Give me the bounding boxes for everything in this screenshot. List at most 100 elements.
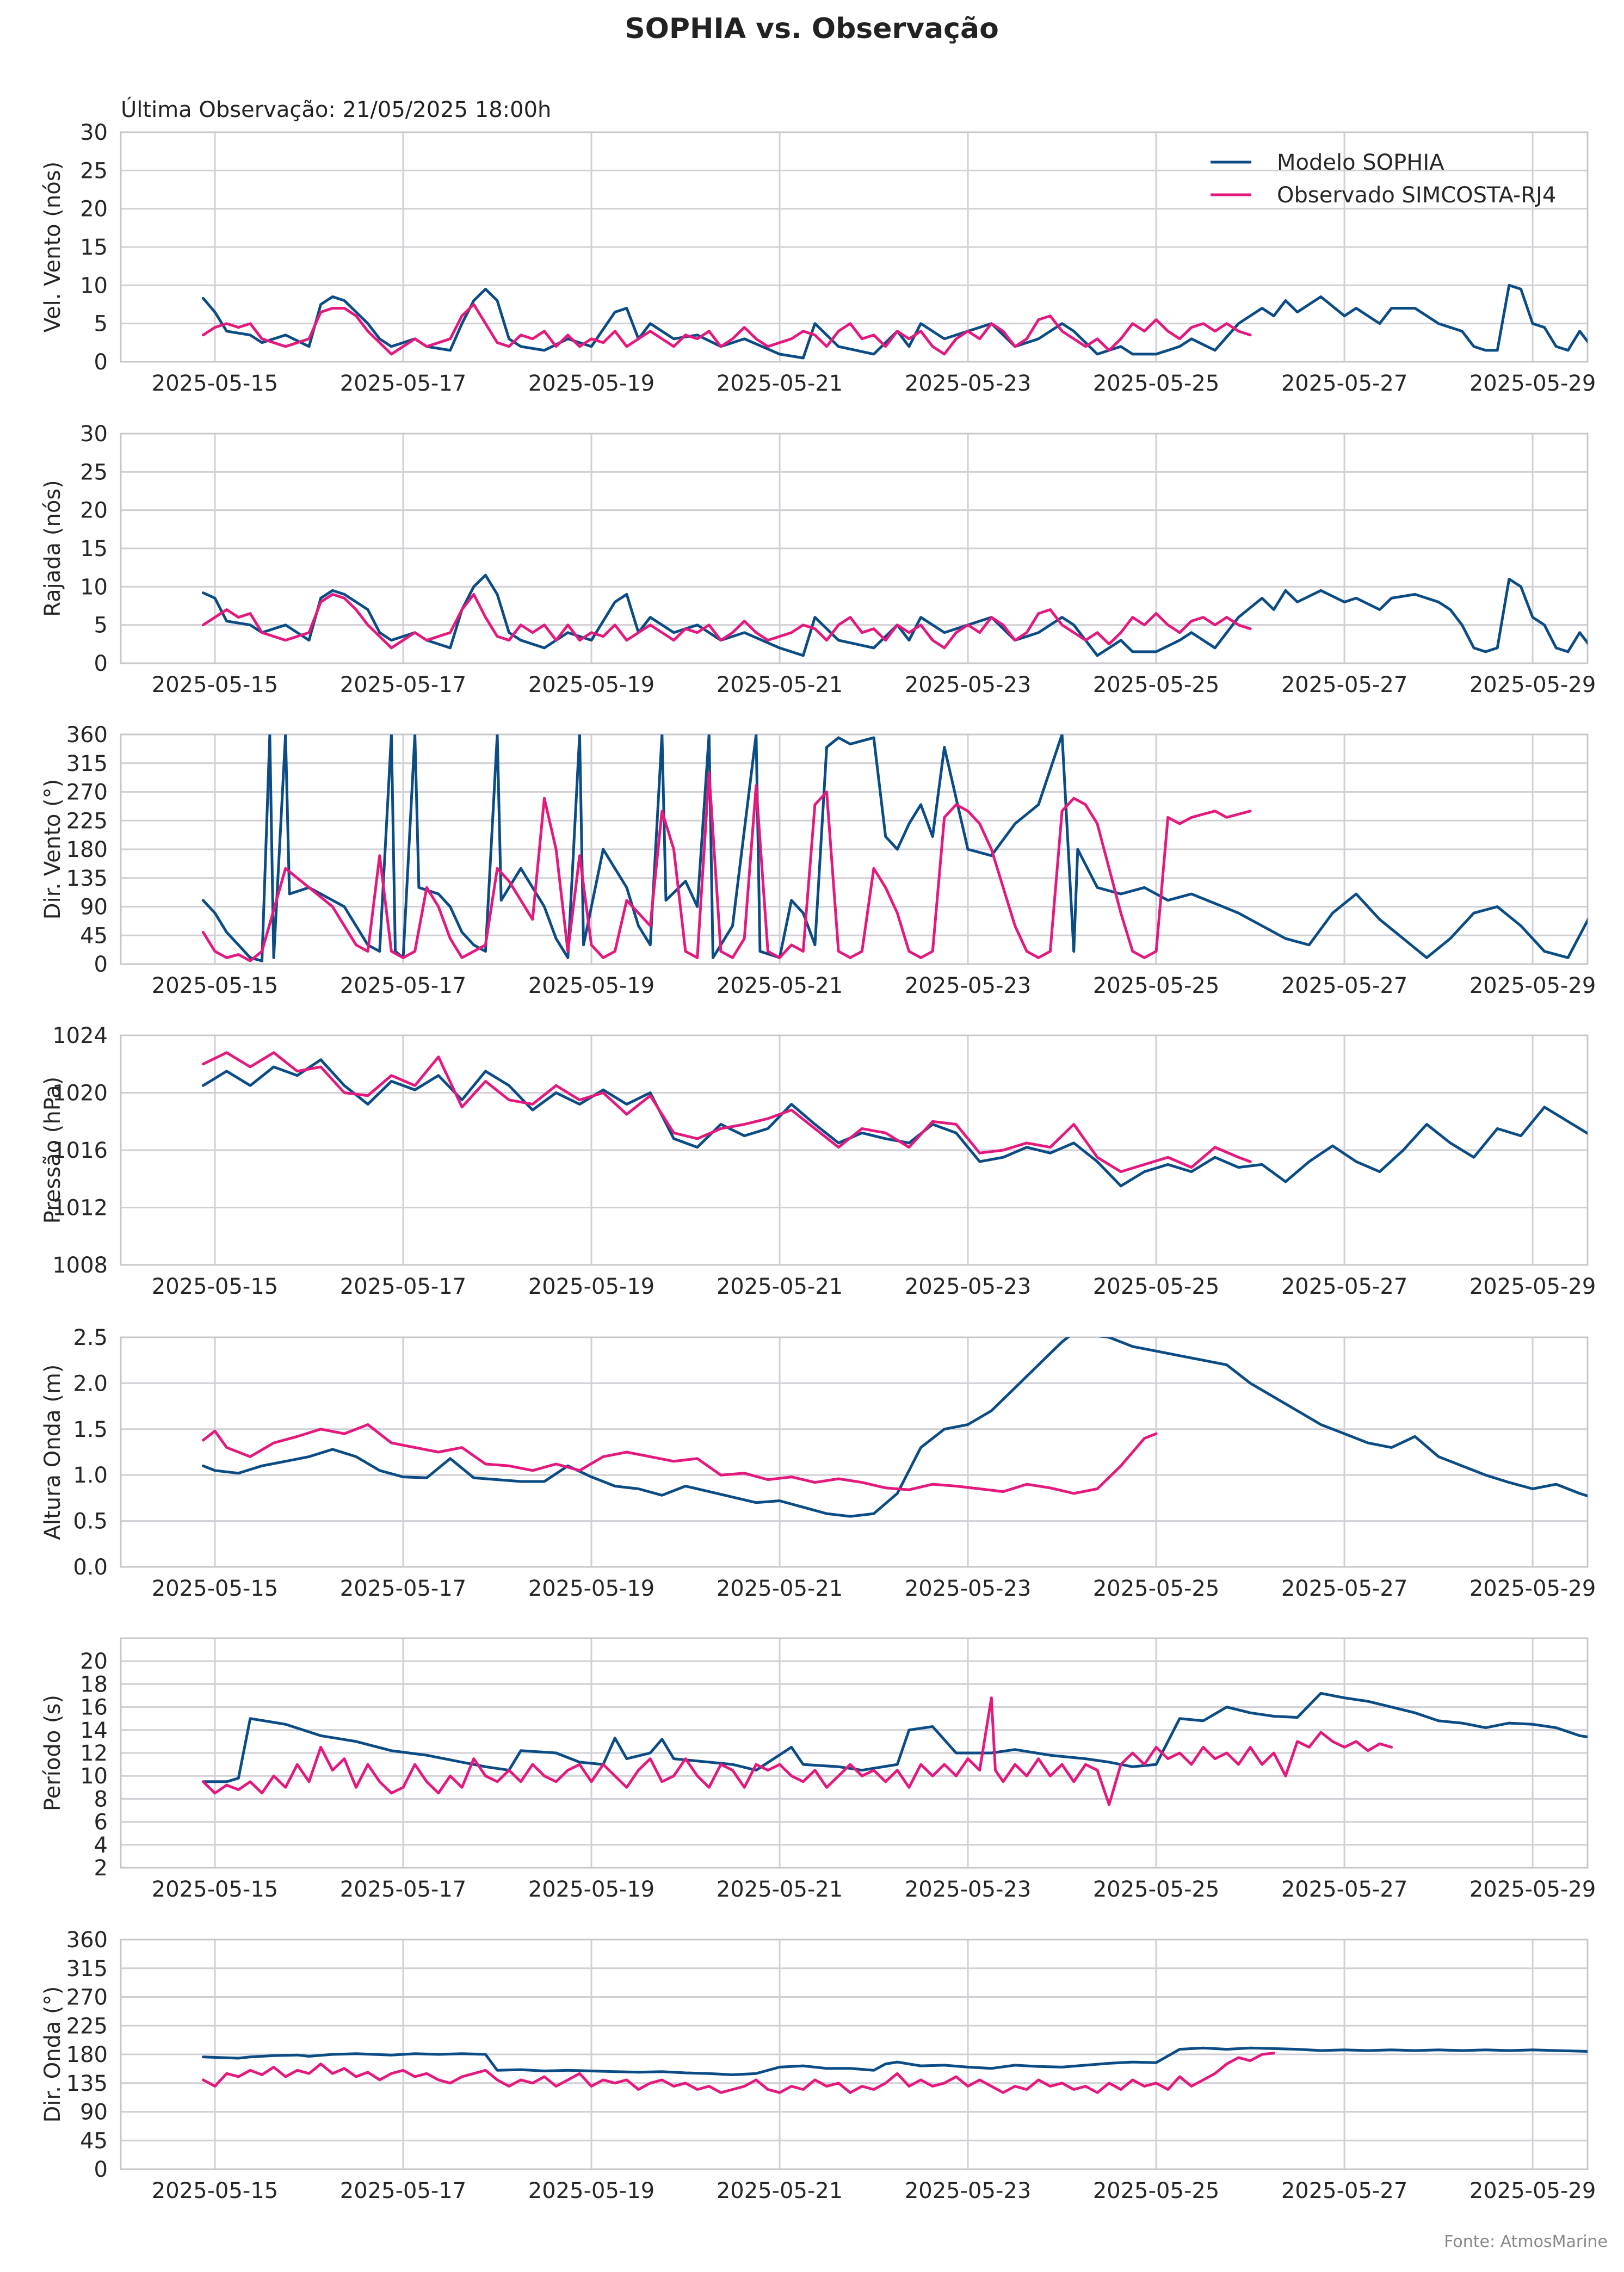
x-tick-label: 2025-05-23 [905, 672, 1031, 697]
x-tick-label: 2025-05-25 [1093, 2178, 1219, 2203]
y-tick-label: 90 [80, 2100, 108, 2125]
y-tick-label: 225 [66, 2014, 108, 2039]
panels: 2025-05-15 2025-05-17 2025-05-19 2025-05-21… [40, 120, 1596, 2203]
y-tick-label: 15 [80, 536, 108, 561]
y-tick-label: 360 [66, 1928, 108, 1953]
y-tick-label: 1020 [52, 1081, 108, 1106]
x-tick-label: 2025-05-27 [1281, 1576, 1407, 1601]
series-line-observed [201, 1423, 1158, 1495]
y-tick-label: 1008 [52, 1253, 108, 1278]
series-line-observed [201, 771, 1252, 962]
series-group [201, 2046, 1588, 2094]
x-tick-label: 2025-05-23 [905, 2178, 1031, 2203]
pressure-panel: 2025-05-15 2025-05-17 2025-05-19 2025-05-21… [40, 1023, 1596, 1299]
x-tick-label: 2025-05-27 [1281, 371, 1407, 396]
x-tick-label: 2025-05-25 [1093, 1877, 1219, 1902]
y-tick-label: 20 [80, 197, 108, 222]
wind-direction-panel: 2025-05-15 2025-05-17 2025-05-19 2025-05-21… [40, 723, 1596, 998]
y-tick-label: 270 [66, 780, 108, 805]
x-tick-label: 2025-05-29 [1469, 1274, 1596, 1299]
y-tick-label: 18 [80, 1672, 108, 1697]
y-tick-label: 14 [80, 1718, 108, 1743]
source-credit: Fonte: AtmosMarine [1444, 2232, 1608, 2251]
x-tick-label: 2025-05-21 [717, 1274, 843, 1299]
series-line-observed [201, 2052, 1275, 2094]
x-tick-label: 2025-05-15 [152, 973, 278, 998]
y-tick-label: 315 [66, 1956, 108, 1981]
x-tick-label: 2025-05-25 [1093, 672, 1219, 697]
plot-frame [120, 733, 1589, 965]
y-axis-label: Período (s) [40, 1695, 65, 1811]
x-tick-label: 2025-05-29 [1469, 371, 1596, 396]
plot-frame [120, 1938, 1589, 2170]
series-line-model [201, 2046, 1588, 2076]
x-tick-label: 2025-05-17 [340, 371, 466, 396]
series-line-observed [201, 1696, 1393, 1806]
y-tick-label: 20 [80, 1649, 108, 1674]
y-axis-label: Dir. Onda (°) [40, 1986, 65, 2123]
y-tick-label: 135 [66, 866, 108, 891]
x-tick-label: 2025-05-21 [717, 973, 843, 998]
x-tick-label: 2025-05-23 [905, 1576, 1031, 1601]
y-tick-label: 10 [80, 273, 108, 298]
x-tick-label: 2025-05-15 [152, 672, 278, 697]
y-tick-label: 4 [94, 1833, 108, 1858]
x-tick-label: 2025-05-21 [717, 1877, 843, 1902]
y-tick-label: 0 [94, 350, 108, 375]
x-tick-label: 2025-05-19 [528, 371, 654, 396]
x-tick-label: 2025-05-23 [905, 1274, 1031, 1299]
y-tick-label: 1012 [52, 1196, 108, 1221]
x-tick-label: 2025-05-17 [340, 672, 466, 697]
y-tick-label: 30 [80, 422, 108, 447]
legend-observed-label: Observado SIMCOSTA-RJ4 [1277, 183, 1556, 208]
plot-frame [120, 433, 1589, 664]
y-tick-label: 0 [94, 952, 108, 977]
y-tick-label: 135 [66, 2071, 108, 2096]
x-tick-label: 2025-05-21 [717, 371, 843, 396]
series-group [201, 1691, 1588, 1806]
x-tick-label: 2025-05-29 [1469, 672, 1596, 697]
series-line-model [201, 573, 1588, 657]
y-tick-label: 1.0 [73, 1463, 108, 1488]
y-tick-label: 30 [80, 120, 108, 145]
x-tick-label: 2025-05-27 [1281, 672, 1407, 697]
x-tick-label: 2025-05-15 [152, 1877, 278, 1902]
x-tick-label: 2025-05-27 [1281, 1274, 1407, 1299]
y-tick-label: 180 [66, 2042, 108, 2067]
x-tick-label: 2025-05-23 [905, 973, 1031, 998]
x-tick-label: 2025-05-17 [340, 973, 466, 998]
series-line-model [201, 1337, 1588, 1518]
y-tick-label: 225 [66, 808, 108, 834]
series-group [201, 1051, 1588, 1188]
y-tick-label: 0 [94, 2157, 108, 2182]
series-group [201, 573, 1588, 657]
x-tick-label: 2025-05-25 [1093, 371, 1219, 396]
wind-speed-panel: 2025-05-15 2025-05-17 2025-05-19 2025-05-21… [40, 120, 1596, 396]
x-tick-label: 2025-05-21 [717, 1576, 843, 1601]
y-tick-label: 360 [66, 723, 108, 748]
y-tick-label: 2 [94, 1856, 108, 1881]
y-tick-label: 2.5 [73, 1325, 108, 1350]
x-tick-label: 2025-05-15 [152, 1576, 278, 1601]
x-tick-label: 2025-05-29 [1469, 1877, 1596, 1902]
wave-period-panel: 2025-05-15 2025-05-17 2025-05-19 2025-05-21… [40, 1637, 1596, 1902]
y-tick-label: 2.0 [73, 1371, 108, 1396]
x-tick-label: 2025-05-21 [717, 2178, 843, 2203]
x-tick-label: 2025-05-23 [905, 1877, 1031, 1902]
y-tick-label: 0.5 [73, 1509, 108, 1534]
y-tick-label: 10 [80, 1764, 108, 1789]
y-tick-label: 1.5 [73, 1417, 108, 1442]
y-tick-label: 45 [80, 2128, 108, 2153]
x-tick-label: 2025-05-21 [717, 672, 843, 697]
y-tick-label: 6 [94, 1810, 108, 1835]
series-line-model [201, 734, 1588, 962]
y-tick-label: 0.0 [73, 1555, 108, 1580]
y-tick-label: 180 [66, 837, 108, 862]
x-tick-label: 2025-05-25 [1093, 1274, 1219, 1299]
y-tick-label: 15 [80, 235, 108, 260]
y-tick-label: 12 [80, 1741, 108, 1766]
series-group [201, 734, 1588, 962]
x-tick-label: 2025-05-23 [905, 371, 1031, 396]
series-group [201, 283, 1588, 360]
